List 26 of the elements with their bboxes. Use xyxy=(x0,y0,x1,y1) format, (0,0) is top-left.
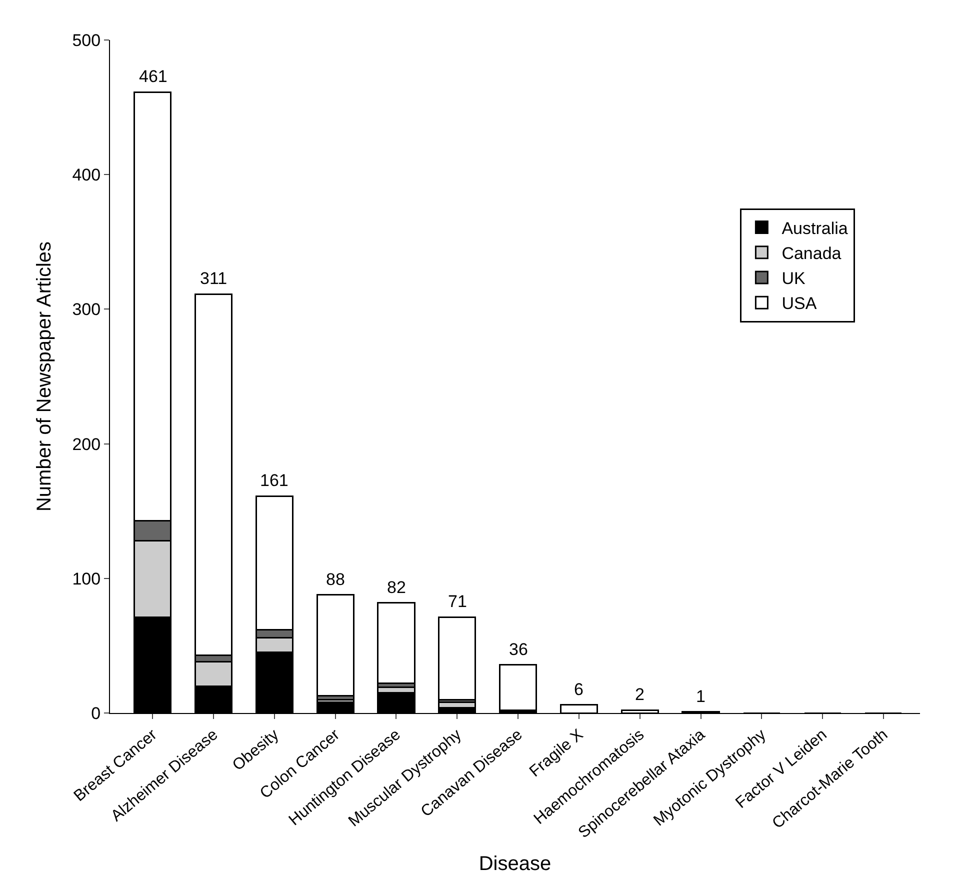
total-label: 6 xyxy=(574,680,584,699)
legend-label: USA xyxy=(782,294,818,314)
bar xyxy=(316,594,354,696)
total-label: 461 xyxy=(139,67,168,86)
x-axis-title: Disease xyxy=(478,853,552,876)
total-label: 82 xyxy=(387,578,406,597)
total-label: 1 xyxy=(696,687,706,706)
legend-label: UK xyxy=(782,269,806,288)
total-label: 71 xyxy=(448,592,467,611)
y-axis-title: Number of Newspaper Articles xyxy=(34,241,56,512)
legend-label: Canada xyxy=(782,244,842,264)
y-tick-label: 100 xyxy=(72,569,101,588)
total-label: 311 xyxy=(200,269,228,288)
y-tick-label: 300 xyxy=(72,300,101,320)
total-label: 2 xyxy=(635,685,644,704)
total-label: 88 xyxy=(326,570,345,589)
bar xyxy=(499,664,538,712)
total-label: 36 xyxy=(509,640,528,659)
y-tick-label: 400 xyxy=(72,166,101,185)
y-tick-label: 500 xyxy=(72,30,101,50)
y-tick-label: 200 xyxy=(72,434,101,454)
bar xyxy=(377,602,416,684)
legend-label: Australia xyxy=(782,218,848,238)
y-tick-label: 0 xyxy=(91,704,101,723)
bar xyxy=(438,616,476,700)
total-label: 161 xyxy=(260,471,288,490)
